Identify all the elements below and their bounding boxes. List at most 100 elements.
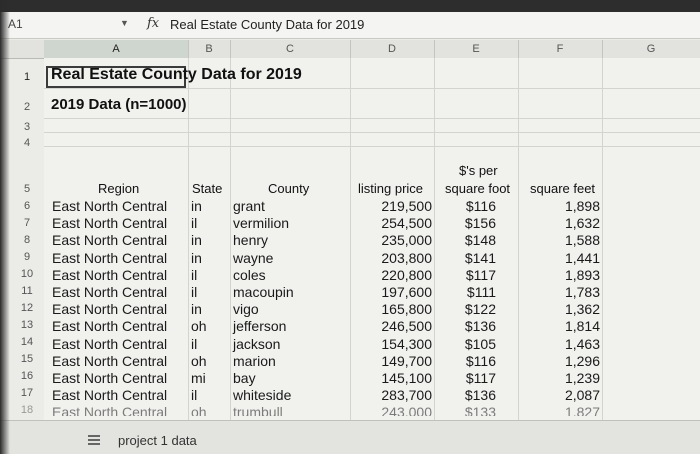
header-region[interactable]: Region — [98, 181, 140, 196]
cell-county[interactable]: vigo — [233, 301, 259, 318]
cell-price-per-sqft[interactable]: $141 — [464, 249, 496, 266]
header-county[interactable]: County — [268, 181, 310, 196]
column-header-e[interactable]: E — [434, 40, 519, 58]
row-header-10[interactable]: 10 — [20, 268, 34, 280]
header-listing-price[interactable]: listing price — [358, 181, 424, 196]
cell-county[interactable]: bay — [233, 370, 256, 386]
formula-input[interactable]: Real Estate County Data for 2019 — [170, 17, 365, 32]
row-header-5[interactable]: 5 — [23, 183, 31, 195]
sheet-list-menu-icon[interactable] — [88, 435, 100, 447]
cell-square-feet[interactable]: 1,893 — [564, 266, 600, 283]
cell-region[interactable]: East North Central — [52, 232, 168, 249]
row-header-2[interactable]: 2 — [23, 101, 31, 113]
cell-state[interactable]: in — [191, 232, 202, 249]
row-header-17[interactable]: 17 — [20, 387, 34, 399]
row-header-16[interactable]: 16 — [20, 370, 34, 382]
cell-county[interactable]: henry — [233, 232, 269, 249]
cell-square-feet[interactable]: 1,898 — [564, 198, 600, 214]
row-header-8[interactable]: 8 — [23, 234, 31, 246]
cell-listing-price[interactable]: 154,300 — [381, 335, 432, 352]
cell-price-per-sqft[interactable]: $133 — [464, 404, 496, 417]
name-box[interactable]: A1 — [8, 17, 23, 31]
cell-region[interactable]: East North Central — [52, 249, 168, 266]
sheet-title[interactable]: Real Estate County Data for 2019 — [51, 66, 302, 83]
cell-grid[interactable] — [44, 58, 700, 420]
cell-county[interactable]: jefferson — [233, 318, 287, 335]
cell-listing-price[interactable]: 283,700 — [381, 387, 432, 404]
cell-price-per-sqft[interactable]: $111 — [466, 284, 496, 300]
cell-region[interactable]: East North Central — [52, 198, 168, 214]
cell-listing-price[interactable]: 219,500 — [381, 198, 432, 214]
cell-county[interactable]: coles — [233, 266, 266, 283]
cell-square-feet[interactable]: 1,441 — [564, 249, 600, 266]
chevron-down-icon[interactable]: ▼ — [120, 18, 129, 28]
cell-listing-price[interactable]: 203,800 — [381, 249, 432, 266]
cell-price-per-sqft[interactable]: $136 — [464, 318, 496, 335]
column-header-d[interactable]: D — [350, 40, 435, 58]
sheet-subtitle[interactable]: 2019 Data (n=1000) — [51, 96, 187, 113]
cell-listing-price[interactable]: 149,700 — [381, 352, 432, 369]
cell-region[interactable]: East North Central — [52, 404, 168, 417]
cell-listing-price[interactable]: 246,500 — [381, 318, 432, 335]
column-header-c[interactable]: C — [230, 40, 351, 58]
cell-state[interactable]: il — [191, 266, 198, 283]
cell-price-per-sqft[interactable]: $148 — [464, 232, 496, 249]
cell-state[interactable]: oh — [191, 318, 207, 335]
cell-listing-price[interactable]: 254,500 — [381, 215, 432, 232]
cell-region[interactable]: East North Central — [52, 215, 168, 232]
cell-listing-price[interactable]: 145,100 — [381, 370, 432, 386]
row-header-3[interactable]: 3 — [23, 121, 31, 133]
cell-price-per-sqft[interactable]: $117 — [465, 370, 496, 386]
cell-county[interactable]: grant — [233, 198, 265, 214]
row-header-13[interactable]: 13 — [20, 319, 34, 331]
cell-price-per-sqft[interactable]: $122 — [464, 301, 496, 318]
cell-price-per-sqft[interactable]: $116 — [465, 198, 496, 214]
cell-county[interactable]: whiteside — [233, 387, 292, 404]
cell-price-per-sqft[interactable]: $105 — [464, 335, 496, 352]
cell-county[interactable]: wayne — [233, 249, 274, 266]
cell-county[interactable]: vermilion — [233, 215, 290, 232]
cell-state[interactable]: il — [191, 387, 198, 404]
cell-region[interactable]: East North Central — [52, 318, 168, 335]
cell-listing-price[interactable]: 197,600 — [381, 284, 432, 300]
row-header-14[interactable]: 14 — [20, 336, 34, 348]
row-header-11[interactable]: 11 — [21, 285, 33, 297]
cell-region[interactable]: East North Central — [52, 352, 168, 369]
sheet-tab-project-1-data[interactable]: project 1 data — [118, 433, 197, 448]
cell-state[interactable]: oh — [191, 352, 207, 369]
cell-region[interactable]: East North Central — [52, 335, 168, 352]
cell-state[interactable]: il — [191, 284, 198, 300]
function-icon[interactable]: fx — [147, 16, 160, 31]
column-header-b[interactable]: B — [188, 40, 231, 58]
cell-region[interactable]: East North Central — [52, 284, 168, 300]
cell-listing-price[interactable]: 243,000 — [381, 404, 432, 417]
row-header-12[interactable]: 12 — [20, 302, 34, 314]
cell-county[interactable]: marion — [233, 352, 276, 369]
cell-county[interactable]: macoupin — [233, 284, 294, 300]
header-price-per-sqft-line1[interactable]: $'s per — [459, 163, 498, 178]
cell-price-per-sqft[interactable]: $136 — [464, 387, 496, 404]
header-price-per-sqft-line2[interactable]: square foot — [445, 181, 511, 196]
cell-region[interactable]: East North Central — [52, 266, 168, 283]
cell-square-feet[interactable]: 1,814 — [564, 318, 600, 335]
cell-square-feet[interactable]: 1,463 — [564, 335, 600, 352]
cell-state[interactable]: oh — [191, 404, 207, 417]
cell-square-feet[interactable]: 1,588 — [564, 232, 600, 249]
column-header-a[interactable]: A — [44, 40, 189, 58]
column-header-f[interactable]: F — [518, 40, 603, 58]
cell-square-feet[interactable]: 1,632 — [564, 215, 600, 232]
cell-listing-price[interactable]: 220,800 — [381, 266, 432, 283]
cell-state[interactable]: in — [191, 249, 202, 266]
cell-square-feet[interactable]: 1,783 — [564, 284, 600, 300]
cell-region[interactable]: East North Central — [52, 370, 168, 386]
cell-county[interactable]: jackson — [233, 335, 281, 352]
cell-square-feet[interactable]: 1,362 — [564, 301, 600, 318]
row-header-1[interactable]: 1 — [23, 71, 31, 83]
cell-region[interactable]: East North Central — [52, 301, 168, 318]
cell-price-per-sqft[interactable]: $117 — [465, 266, 496, 283]
row-header-18[interactable]: 18 — [20, 404, 34, 416]
cell-square-feet[interactable]: 1,296 — [564, 352, 600, 369]
cell-state[interactable]: in — [191, 198, 202, 214]
cell-state[interactable]: in — [191, 301, 202, 318]
cell-county[interactable]: trumbull — [233, 404, 283, 417]
